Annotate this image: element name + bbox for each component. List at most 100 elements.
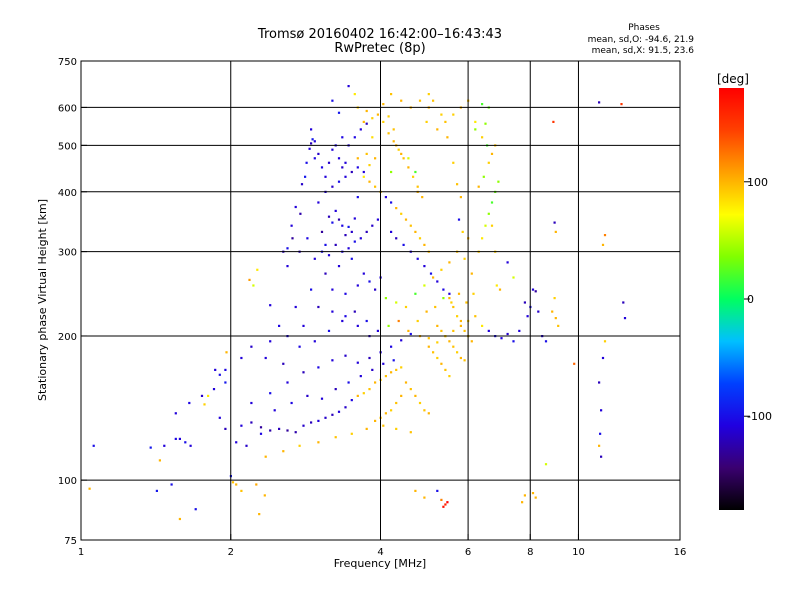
- data-point: [552, 120, 555, 123]
- data-point: [603, 340, 607, 343]
- data-point: [365, 122, 368, 125]
- data-point: [414, 170, 417, 174]
- data-point: [240, 356, 243, 360]
- data-point: [557, 324, 560, 327]
- data-point: [353, 217, 356, 220]
- data-point: [423, 243, 426, 246]
- data-point: [414, 489, 417, 492]
- data-point: [300, 183, 304, 186]
- data-point: [331, 148, 334, 151]
- data-point: [334, 388, 337, 391]
- data-point: [442, 297, 445, 300]
- data-point: [344, 175, 347, 178]
- data-point: [423, 284, 426, 287]
- data-point: [356, 284, 359, 287]
- data-point: [374, 185, 377, 188]
- data-point: [382, 424, 385, 427]
- data-point: [477, 185, 480, 188]
- data-point: [331, 310, 334, 313]
- data-point: [450, 301, 453, 304]
- data-point: [214, 368, 217, 371]
- data-point: [374, 381, 377, 384]
- data-point: [432, 276, 435, 279]
- data-point: [512, 276, 515, 279]
- data-point: [188, 401, 191, 405]
- data-point: [600, 455, 603, 458]
- data-point: [448, 261, 451, 264]
- data-point: [392, 140, 395, 143]
- colorbar: [719, 88, 744, 510]
- colorbar-tick-label: -100: [747, 410, 772, 423]
- data-point: [305, 161, 308, 164]
- data-point: [448, 340, 451, 343]
- data-point: [320, 397, 324, 400]
- data-point: [436, 341, 439, 344]
- data-point: [368, 180, 371, 183]
- data-point: [472, 292, 475, 295]
- data-point: [418, 237, 422, 240]
- data-point: [390, 371, 393, 374]
- data-point: [327, 215, 331, 218]
- data-point: [498, 288, 502, 291]
- data-point: [362, 120, 365, 123]
- data-point: [317, 152, 320, 155]
- data-point: [353, 93, 356, 96]
- data-point: [353, 310, 356, 313]
- data-point: [258, 513, 261, 516]
- data-point: [418, 99, 422, 102]
- data-point: [384, 375, 387, 378]
- data-point: [149, 446, 152, 449]
- data-point: [390, 170, 393, 174]
- data-point: [452, 345, 455, 348]
- data-point: [482, 175, 485, 178]
- data-point: [414, 394, 417, 397]
- data-point: [368, 388, 371, 391]
- data-point: [252, 284, 255, 287]
- y-tick-label: 75: [64, 536, 77, 547]
- data-point: [434, 305, 437, 309]
- data-point: [278, 427, 281, 430]
- data-point: [452, 329, 455, 332]
- data-point: [212, 388, 216, 391]
- data-point: [382, 103, 385, 106]
- data-point: [384, 196, 387, 199]
- data-point: [409, 224, 412, 227]
- data-point: [174, 437, 177, 440]
- data-point: [387, 132, 390, 135]
- data-point: [432, 99, 435, 102]
- data-point: [407, 329, 410, 332]
- data-point: [392, 128, 395, 131]
- data-point: [598, 444, 601, 447]
- data-point: [371, 117, 374, 120]
- data-point: [526, 315, 529, 318]
- data-point: [470, 340, 473, 343]
- data-point: [490, 224, 494, 227]
- data-point: [310, 128, 313, 131]
- data-point: [436, 280, 439, 283]
- data-point: [395, 301, 398, 304]
- data-point: [534, 290, 537, 293]
- colorbar-label: [deg]: [717, 72, 749, 86]
- data-point: [598, 101, 601, 104]
- data-point: [302, 424, 305, 427]
- data-point: [334, 436, 337, 439]
- data-point: [425, 310, 428, 313]
- data-point: [286, 265, 289, 268]
- data-point: [392, 359, 395, 362]
- data-point: [600, 409, 603, 412]
- data-point: [400, 152, 403, 155]
- data-point: [448, 297, 451, 300]
- data-point: [356, 196, 359, 199]
- data-point: [331, 221, 334, 224]
- data-point: [452, 161, 455, 164]
- data-point: [418, 401, 422, 405]
- data-point: [623, 317, 627, 320]
- data-point: [203, 403, 206, 406]
- data-point: [313, 257, 316, 260]
- data-point: [304, 175, 307, 178]
- data-point: [390, 230, 393, 233]
- data-point: [359, 375, 362, 378]
- data-point: [531, 492, 535, 495]
- data-point: [440, 362, 443, 365]
- data-point: [407, 166, 410, 169]
